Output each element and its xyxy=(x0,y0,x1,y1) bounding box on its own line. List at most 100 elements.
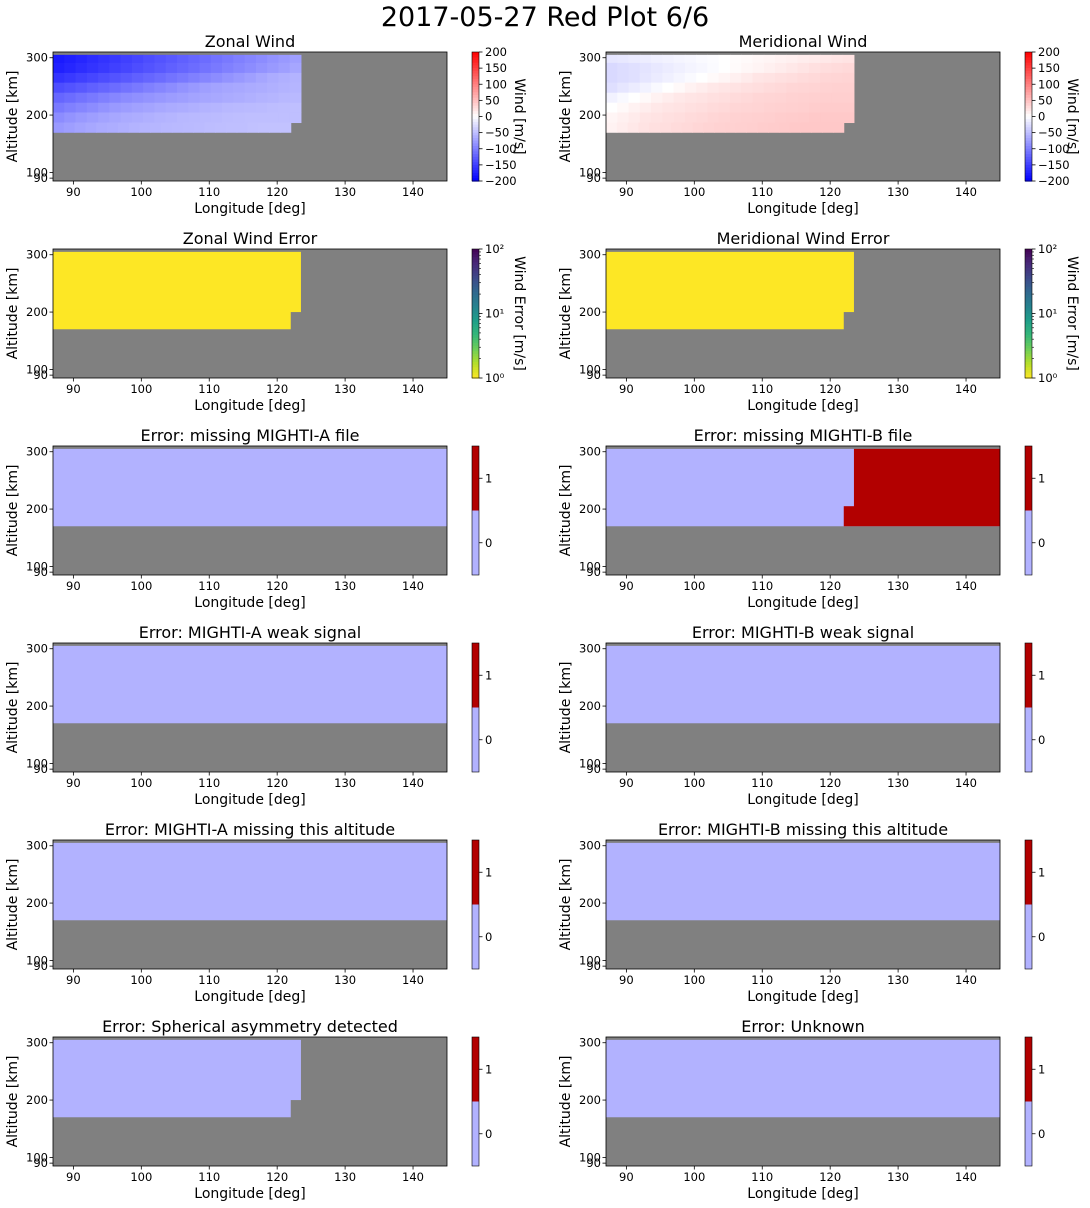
axes-frame xyxy=(52,51,448,182)
colorbar-gradient-step xyxy=(1025,372,1032,376)
heatmap-region xyxy=(606,1039,1000,1118)
colorbar-gradient-step xyxy=(472,81,479,85)
heatmap-cell xyxy=(154,92,167,104)
y-tick-label: 100 xyxy=(26,165,48,179)
colorbar-gradient-step xyxy=(472,308,479,312)
heatmap-cell xyxy=(808,54,821,64)
heatmap-cell xyxy=(775,72,787,84)
heatmap-cell xyxy=(808,112,821,124)
heatmap-cell xyxy=(808,62,821,74)
x-axis-label: Longitude [deg] xyxy=(747,398,858,414)
x-tick-label: 110 xyxy=(751,1170,773,1184)
heatmap-cell xyxy=(757,122,769,133)
heatmap-cell xyxy=(255,102,268,113)
heatmap-cell xyxy=(651,72,663,84)
heatmap-cell xyxy=(86,102,99,113)
x-tick-label: 140 xyxy=(955,1170,977,1184)
heatmap-cell xyxy=(617,102,630,113)
heatmap-region xyxy=(843,506,1000,527)
y-tick-label: 300 xyxy=(26,839,48,853)
colorbar-gradient-step xyxy=(1025,68,1032,72)
x-tick-label: 110 xyxy=(198,185,220,199)
colorbar-gradient-step xyxy=(1025,270,1032,274)
heatmap-cell xyxy=(53,122,65,133)
colorbar-gradient-step xyxy=(472,73,479,77)
heatmap-cell xyxy=(670,122,683,133)
colorbar-tick-label: 1 xyxy=(485,1062,492,1076)
colorbar-tick-label: 1 xyxy=(1038,668,1045,682)
heatmap-cell xyxy=(188,72,201,84)
axes-frame xyxy=(605,642,1001,773)
x-tick-label: 130 xyxy=(887,776,909,790)
colorbar-gradient-step xyxy=(1025,81,1032,85)
heatmap-cell xyxy=(696,72,708,84)
heatmap-cell xyxy=(154,82,167,94)
heatmap-cell xyxy=(75,102,88,113)
heatmap-cell xyxy=(188,62,201,74)
heatmap-cell xyxy=(718,102,731,113)
heatmap-cell xyxy=(707,54,720,64)
colorbar-tick-label: −50 xyxy=(485,126,509,140)
colorbar-tick-label: −100 xyxy=(1038,142,1070,156)
x-tick-label: 100 xyxy=(130,776,152,790)
heatmap-cell xyxy=(53,102,65,113)
colorbar-tick-label: 150 xyxy=(1038,61,1060,75)
heatmap-cell xyxy=(143,102,155,113)
colorbar-gradient-step xyxy=(472,156,479,161)
x-tick-label: 100 xyxy=(130,1170,152,1184)
x-tick-label: 90 xyxy=(619,1170,634,1184)
colorbar-gradient-step xyxy=(1025,348,1032,352)
colorbar-gradient-step xyxy=(472,167,479,171)
subplot-title: Zonal Wind Error xyxy=(183,229,318,248)
x-axis-label: Longitude [deg] xyxy=(194,201,305,217)
colorbar-gradient-step xyxy=(1025,318,1032,323)
heatmap-cell xyxy=(684,62,697,74)
x-tick-label: 140 xyxy=(955,382,977,396)
heatmap-cell xyxy=(278,92,291,104)
heatmap-cell xyxy=(222,92,234,104)
x-tick-label: 90 xyxy=(66,185,81,199)
y-axis-label: Altitude [km] xyxy=(558,268,574,360)
y-tick-label: 200 xyxy=(579,502,601,516)
colorbar-gradient-step xyxy=(1025,121,1032,126)
colorbar-frame xyxy=(471,839,480,970)
colorbar: 200 150 100 50 0 −50 −100 −150 −200 Wind [m/s] xyxy=(471,45,527,188)
colorbar-gradient-step xyxy=(472,159,479,163)
x-axis-label: Longitude [deg] xyxy=(194,595,305,611)
heatmap-cell xyxy=(143,72,155,84)
colorbar-gradient-step xyxy=(1025,335,1032,339)
heatmap-cell xyxy=(673,54,686,64)
heatmap-region xyxy=(606,842,1000,921)
heatmap-cell xyxy=(222,112,234,124)
colorbar: 10 xyxy=(471,1036,492,1167)
heatmap-cell xyxy=(210,54,223,64)
colorbar-gradient-step xyxy=(472,332,479,336)
colorbar-gradient-step xyxy=(472,170,479,174)
heatmap-cell xyxy=(741,54,754,64)
heatmap-cell xyxy=(741,62,754,74)
heatmap-cell xyxy=(279,122,292,133)
x-tick-label: 110 xyxy=(751,973,773,987)
heatmap-cell xyxy=(752,82,765,94)
heatmap-cell xyxy=(831,102,844,113)
heatmap-cell xyxy=(842,92,855,104)
colorbar-tick-label: 10⁰ xyxy=(485,371,505,385)
colorbar: 10 xyxy=(1024,445,1045,576)
y-tick-label: 90 xyxy=(586,1156,601,1170)
colorbar-gradient-step xyxy=(472,348,479,352)
x-tick-label: 90 xyxy=(619,382,634,396)
x-tick-label: 100 xyxy=(683,1170,705,1184)
heatmap-cell xyxy=(199,72,212,84)
y-tick-label: 300 xyxy=(26,51,48,65)
heatmap-cell xyxy=(718,62,731,74)
colorbar-gradient-step xyxy=(472,283,479,288)
colorbar-gradient-step xyxy=(1025,143,1032,147)
heatmap-cell xyxy=(210,62,223,74)
heatmap-cell xyxy=(606,72,618,84)
heatmap-cell xyxy=(267,102,279,113)
x-tick-label: 120 xyxy=(266,185,288,199)
colorbar-tick-label: 1 xyxy=(1038,865,1045,879)
